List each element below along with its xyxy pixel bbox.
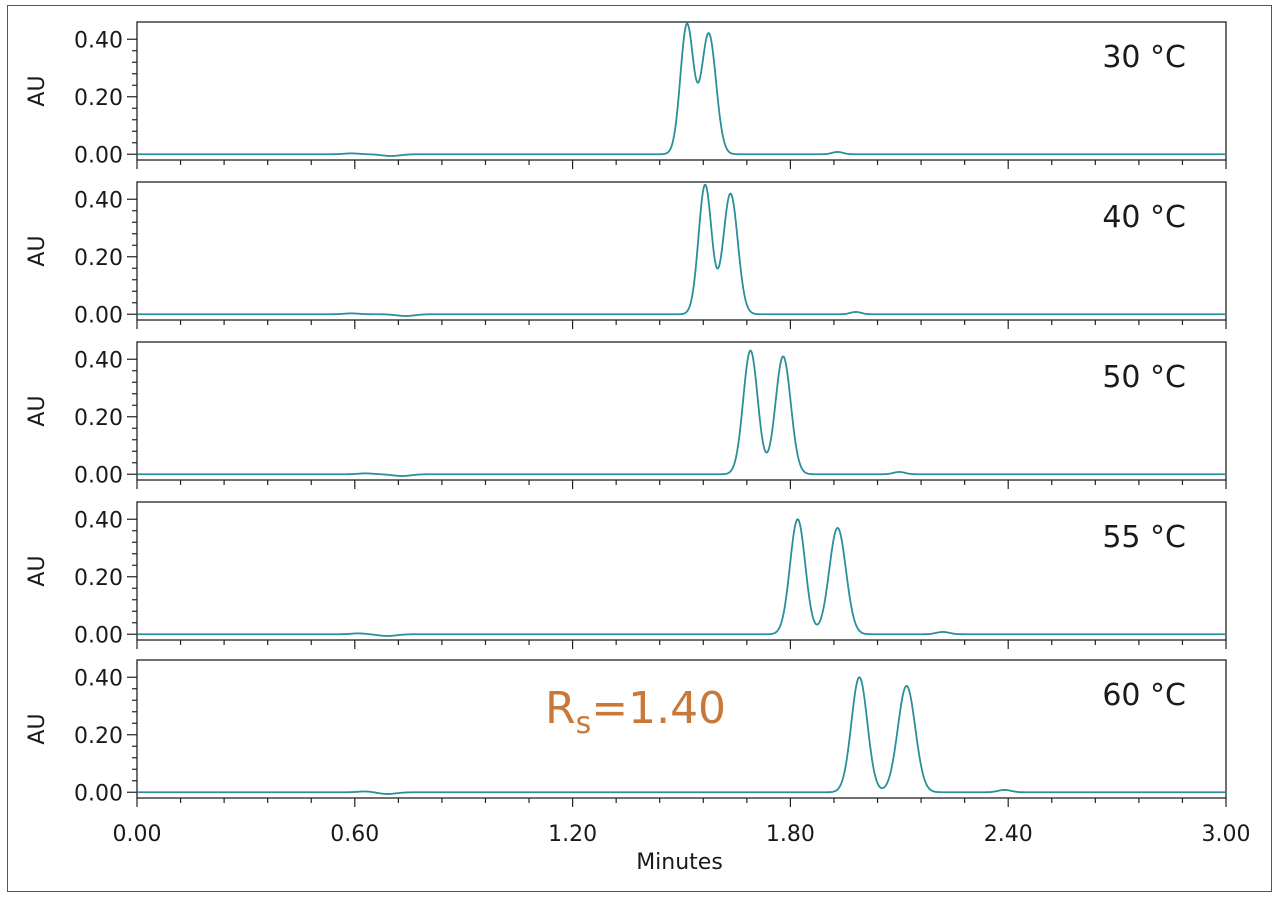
y-tick-label: 0.00 [74, 781, 123, 806]
x-tick-label: 0.60 [330, 822, 379, 847]
x-tick-label: 0.00 [113, 822, 162, 847]
panel-label: 50 °C [1102, 360, 1186, 395]
series-trace-3 [136, 349, 1227, 477]
y-tick-label: 0.20 [74, 246, 123, 271]
y-tick-label: 0.00 [74, 463, 123, 488]
panel-label: 40 °C [1102, 200, 1186, 235]
y-tick-label: 0.00 [74, 143, 123, 168]
panel-label: 60 °C [1102, 678, 1186, 713]
series-trace-1 [136, 22, 1227, 157]
figure-frame [7, 5, 1272, 892]
y-tick-label: 0.40 [74, 666, 123, 691]
x-axis-title: Minutes [636, 850, 723, 875]
y-axis-title: AU [25, 713, 50, 744]
panel-label: 55 °C [1102, 520, 1186, 555]
series-trace-4 [136, 518, 1227, 637]
y-axis-title: AU [25, 395, 50, 426]
panel-1-box [136, 21, 1227, 161]
y-tick-label: 0.00 [74, 303, 123, 328]
y-tick-label: 0.40 [74, 188, 123, 213]
y-tick-label: 0.20 [74, 86, 123, 111]
y-tick-label: 0.40 [74, 508, 123, 533]
x-tick-label: 1.20 [548, 822, 597, 847]
panel-5-box [136, 659, 1227, 799]
resolution-annotation: Rs=1.40 [545, 683, 726, 741]
y-tick-label: 0.00 [74, 623, 123, 648]
y-axis-title: AU [25, 75, 50, 106]
x-tick-label: 2.40 [984, 822, 1033, 847]
x-tick-label: 3.00 [1202, 822, 1251, 847]
series-trace-5 [136, 676, 1227, 795]
panel-3-box [136, 341, 1227, 481]
y-tick-label: 0.20 [74, 566, 123, 591]
y-axis-title: AU [25, 235, 50, 266]
panel-2-box [136, 181, 1227, 321]
series-trace-2 [136, 183, 1227, 317]
panel-4-box [136, 501, 1227, 641]
y-tick-label: 0.40 [74, 28, 123, 53]
panel-label: 30 °C [1102, 40, 1186, 75]
y-axis-title: AU [25, 555, 50, 586]
x-tick-label: 1.80 [766, 822, 815, 847]
y-tick-label: 0.20 [74, 724, 123, 749]
y-tick-label: 0.40 [74, 348, 123, 373]
y-tick-label: 0.20 [74, 406, 123, 431]
